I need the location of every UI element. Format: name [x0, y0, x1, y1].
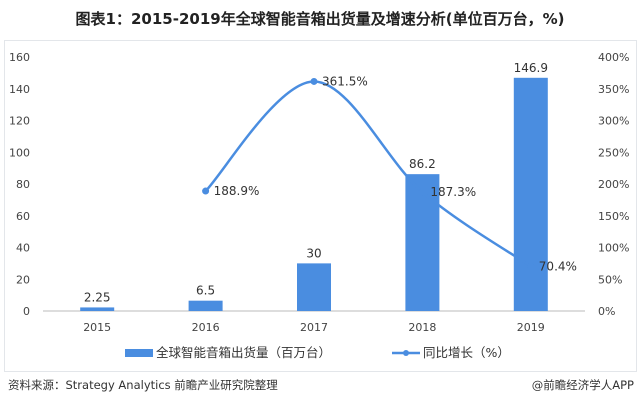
bar-value-label: 146.9	[514, 61, 548, 75]
right-tick-label: 200%	[598, 178, 629, 191]
bar-value-label: 2.25	[84, 290, 111, 304]
left-tick-label: 20	[16, 273, 30, 286]
right-tick-label: 100%	[598, 242, 629, 255]
left-tick-label: 80	[16, 178, 30, 191]
left-tick-label: 60	[16, 210, 30, 223]
left-tick-label: 120	[9, 115, 30, 128]
legend-line-label: 同比增长（%）	[423, 345, 510, 360]
chart-title: 图表1：2015-2019年全球智能音箱出货量及增速分析(单位百万台，%)	[75, 10, 565, 28]
growth-value-label: 188.9%	[214, 184, 260, 198]
x-tick-label: 2015	[83, 321, 111, 334]
credit: @前瞻经济学人APP	[531, 378, 634, 392]
bar	[80, 307, 115, 311]
right-tick-label: 150%	[598, 210, 629, 223]
right-tick-label: 300%	[598, 115, 629, 128]
bar-value-label: 86.2	[409, 157, 436, 171]
x-tick-label: 2017	[300, 321, 328, 334]
source-note: 资料来源：Strategy Analytics 前瞻产业研究院整理	[8, 378, 278, 392]
right-tick-label: 50%	[598, 273, 622, 286]
legend-line-marker	[403, 350, 409, 356]
x-tick-label: 2016	[192, 321, 220, 334]
growth-point	[527, 262, 535, 270]
legend-bar-swatch	[125, 349, 153, 357]
right-tick-label: 250%	[598, 146, 629, 159]
bar	[405, 174, 440, 311]
growth-point	[310, 77, 318, 85]
growth-line	[204, 80, 532, 268]
bar-value-label: 6.5	[196, 284, 215, 298]
growth-value-label: 70.4%	[539, 259, 577, 273]
left-tick-label: 160	[9, 51, 30, 64]
left-tick-label: 0	[23, 305, 30, 318]
growth-value-label: 187.3%	[430, 185, 476, 199]
legend-bar-label: 全球智能音箱出货量（百万台）	[156, 345, 331, 360]
left-tick-label: 40	[16, 242, 30, 255]
right-tick-label: 0%	[598, 305, 615, 318]
x-tick-label: 2019	[517, 321, 545, 334]
left-tick-label: 140	[9, 83, 30, 96]
bar	[513, 77, 548, 311]
left-tick-label: 100	[9, 146, 30, 159]
bar	[297, 263, 331, 311]
growth-point	[202, 187, 210, 195]
bar	[188, 300, 223, 311]
right-tick-label: 400%	[598, 51, 629, 64]
right-tick-label: 350%	[598, 83, 629, 96]
growth-value-label: 361.5%	[322, 74, 368, 88]
x-tick-label: 2018	[408, 321, 436, 334]
bar-value-label: 30	[306, 246, 321, 260]
growth-point	[418, 188, 426, 196]
